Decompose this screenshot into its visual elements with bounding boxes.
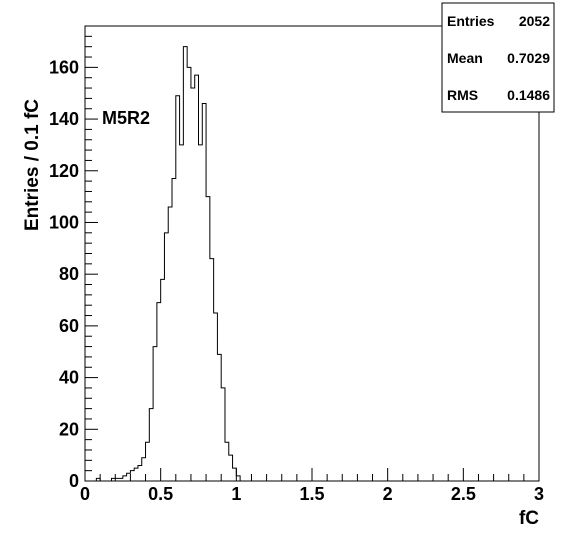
stats-entries-label: Entries <box>447 13 495 29</box>
x-tick-labels: 0 0.5 1 1.5 2 2.5 3 <box>80 484 544 504</box>
y-tick-label: 40 <box>59 368 79 388</box>
y-tick-label: 60 <box>59 316 79 336</box>
y-tick-labels: 0 20 40 60 80 100 120 140 160 <box>49 57 79 491</box>
x-tick-label: 2 <box>383 484 393 504</box>
stats-mean-label: Mean <box>447 50 483 66</box>
stats-entries-value: 2052 <box>519 13 550 29</box>
stats-mean-value: 0.7029 <box>507 50 550 66</box>
stats-rms-label: RMS <box>447 87 478 103</box>
y-tick-label: 120 <box>49 161 79 181</box>
axis-ticks <box>84 25 540 482</box>
y-tick-label: 0 <box>69 471 79 491</box>
y-tick-label: 100 <box>49 212 79 232</box>
histogram-annotation: M5R2 <box>102 108 150 128</box>
x-tick-label: 1 <box>231 484 241 504</box>
stats-box-frame <box>441 2 555 113</box>
x-tick-label: 3 <box>534 484 544 504</box>
histogram-series <box>85 46 539 482</box>
x-tick-label: 2.5 <box>451 484 476 504</box>
y-axis-title: Entries / 0.1 fC <box>22 99 43 231</box>
y-tick-label: 80 <box>59 264 79 284</box>
y-tick-label: 20 <box>59 419 79 439</box>
x-axis-title: fC <box>519 508 539 529</box>
y-tick-label: 140 <box>49 109 79 129</box>
x-tick-label: 1.5 <box>299 484 324 504</box>
stats-box: Entries 2052 Mean 0.7029 RMS 0.1486 <box>441 2 555 113</box>
x-tick-label: 0 <box>80 484 90 504</box>
x-tick-label: 0.5 <box>148 484 173 504</box>
y-tick-label: 160 <box>49 57 79 77</box>
stats-rms-value: 0.1486 <box>507 87 550 103</box>
